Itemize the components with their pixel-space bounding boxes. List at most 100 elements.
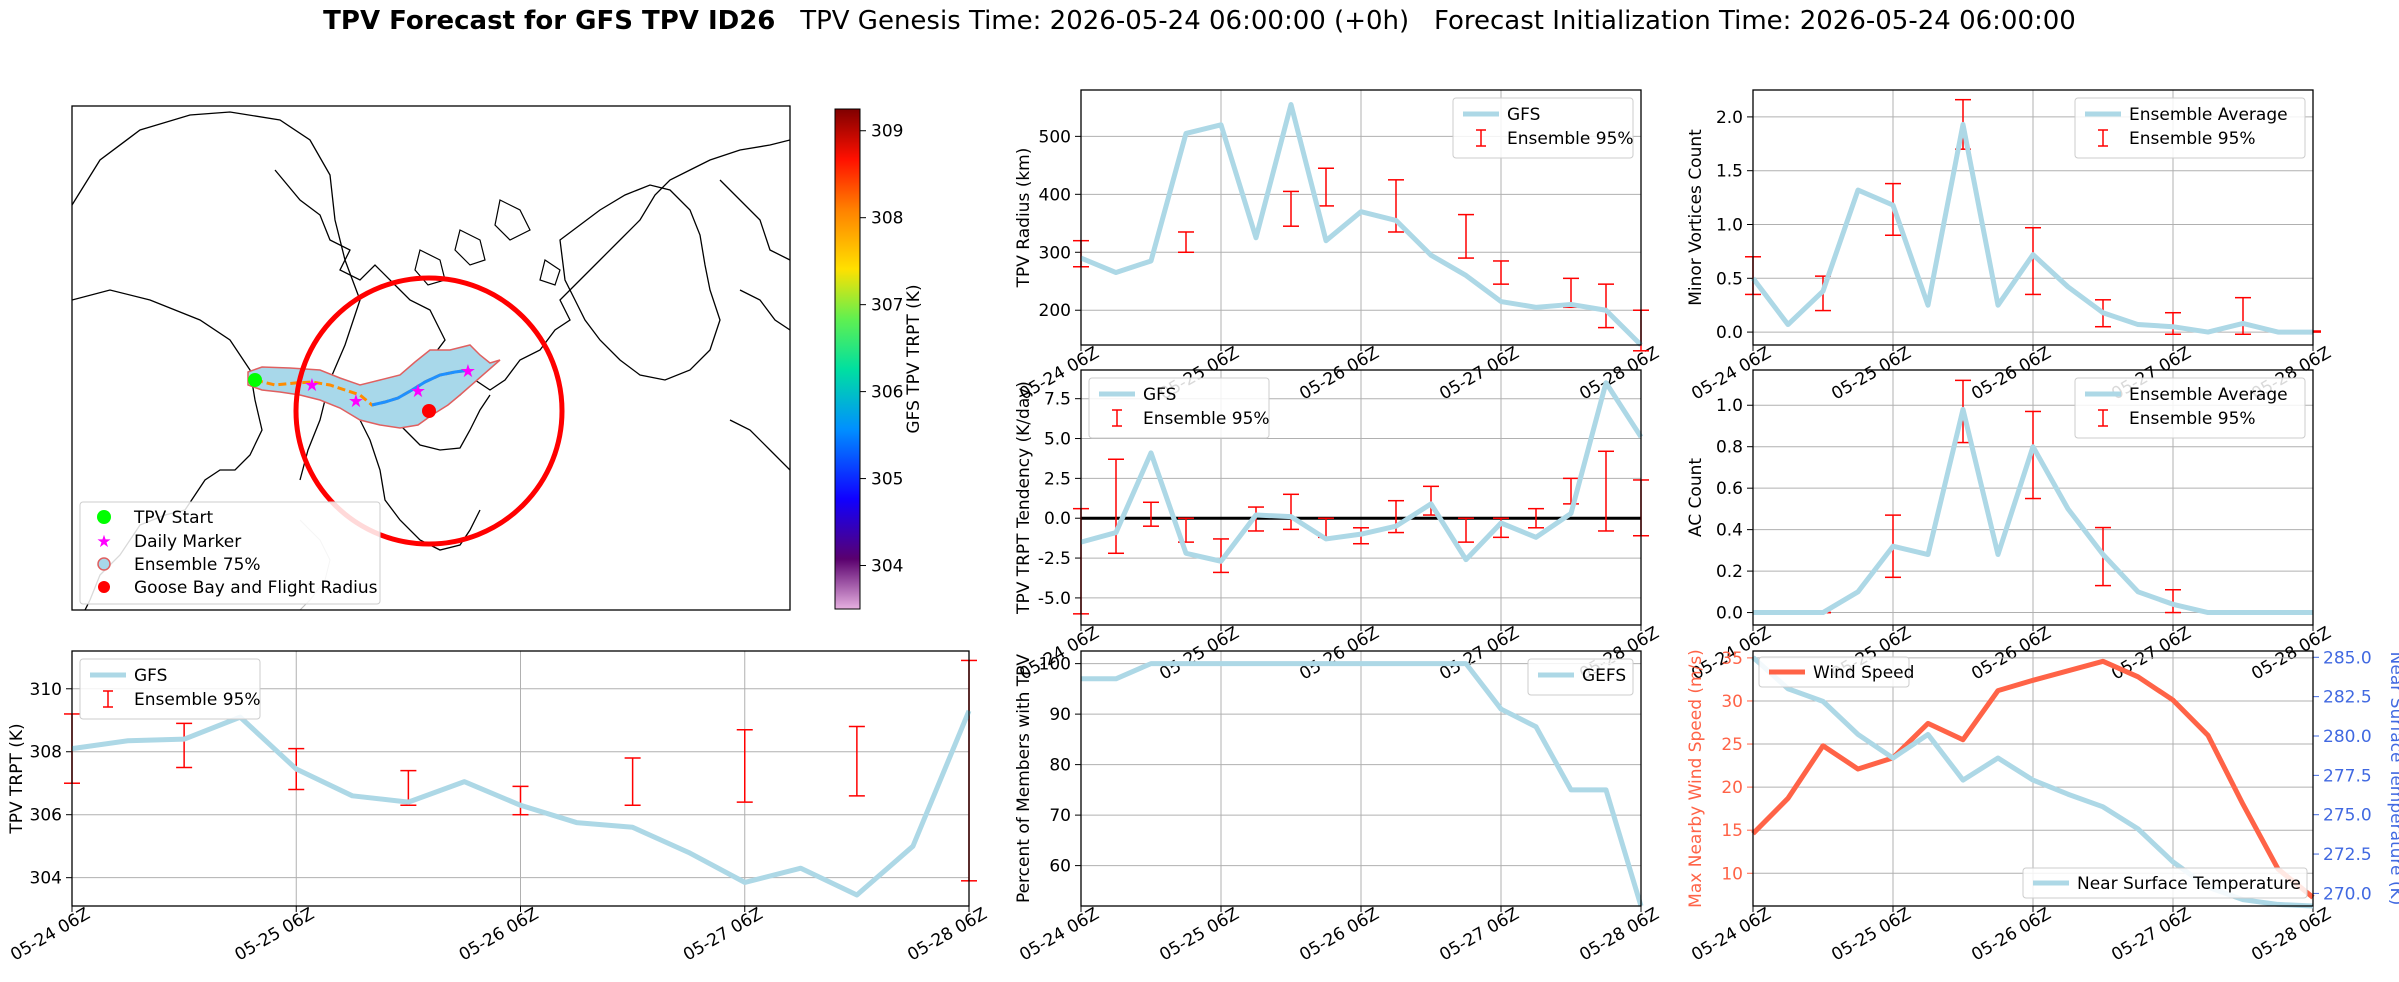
map-frame [71,105,791,611]
y-tick-label: 0.8 [1716,438,1743,458]
legend-ensemble-icon [97,557,111,571]
colorbar-tick-label: 305 [871,470,903,490]
y-axis-label: AC Count [1686,458,1706,537]
chart-ac: 05-24 06Z 05-25 06Z 05-26 06Z 05-27 06Z 05-2… [1686,369,2335,684]
legend-label: Near Surface Temperature [2077,874,2301,894]
figure-title: TPV Forecast for GFS TPV ID26 TPV Genesi… [0,6,2399,36]
y-tick-label: 100 [1039,655,1071,675]
colorbar-ticks: 304 305 306 307 308 309 [860,122,903,577]
y-tick-label: 1.0 [1716,396,1743,416]
legend: GEFS [1527,658,1634,696]
chart-percent: 05-24 06Z 05-25 06Z 05-26 06Z 05-27 06Z 05-2… [1014,650,1663,965]
x-tick-label: 05-25 06Z [1156,623,1242,684]
y-axis-label: Minor Vortices Count [1686,129,1706,306]
colorbar-tick-label: 306 [871,383,903,403]
map-legend: TPV Start ★ Daily Marker Ensemble 75% Go… [79,501,381,605]
legend-daily-label: Daily Marker [134,532,241,552]
legend-box [1452,97,1634,159]
legend-box [2074,97,2306,159]
legend-start-icon [97,510,111,524]
legend-label: Ensemble 95% [2129,129,2256,149]
x-tick-label: 05-27 06Z [2108,623,2194,684]
figure-title-genesis: TPV Genesis Time: 2026-05-24 06:00:00 (+… [800,6,1410,36]
x-tick-label: 05-28 06Z [1576,343,1662,404]
legend-start-label: TPV Start [133,508,214,528]
x-tick-label: 05-27 06Z [680,904,766,965]
series-line [71,709,972,898]
y-axis-label: Max Nearby Wind Speed (m/s) [1686,649,1706,908]
y-tick-label: 0.4 [1716,521,1743,541]
legend-goosebay-label: Goose Bay and Flight Radius [134,578,378,598]
y-tick-label: 5.0 [1044,430,1071,450]
series-line-wind-speed [1751,658,2315,900]
y-tick-label: 15 [1721,821,1743,841]
x-tick-label: 05-27 06Z [1436,343,1522,404]
series-line [1081,661,1644,907]
y-axis-label: TPV TRPT Tendency (K/day) [1014,381,1034,615]
coastline-greenland [559,184,721,381]
y-tick-label: 2.0 [1716,108,1743,128]
x-tick-label: 05-27 06Z [1436,623,1522,684]
x-tick-label: 05-28 06Z [2248,904,2334,965]
x-tick-label: 05-26 06Z [456,904,542,965]
daily-marker-1: ★ [304,375,320,396]
legend-label: GEFS [1582,666,1626,686]
y2-tick-label: 285.0 [2323,648,2372,668]
tpv-track-cool [371,368,471,407]
legend: Ensemble Average Ensemble 95% [2074,377,2306,439]
y-tick-label: 200 [1039,301,1071,321]
y-tick-label: 80 [1049,756,1071,776]
plot-frame [1752,369,2314,626]
y-tick-label: 60 [1049,857,1071,877]
y2-tick-label: 275.0 [2323,806,2372,826]
plot-frame [1080,369,1642,626]
legend-label: GFS [1507,105,1540,125]
y2-tick-label: 282.5 [2323,688,2372,708]
x-tick-label: 05-24 06Z [1016,904,1102,965]
y-tick-label: 7.5 [1044,390,1071,410]
legend-box [1088,377,1270,439]
y-tick-label: -5.0 [1038,589,1071,609]
tpv-start-marker [248,373,262,387]
x-tick-label: 05-27 06Z [2108,904,2194,965]
coastline-europe [719,179,790,471]
legend-box [2022,867,2308,899]
y-tick-label: 25 [1721,735,1743,755]
colorbar-gradient [834,108,861,610]
chart-wind_temp: 05-24 06Z 05-25 06Z 05-26 06Z 05-27 06Z 05-2… [1686,648,2399,965]
legend-label: GFS [134,666,167,686]
y2-tick-label: 280.0 [2323,727,2372,747]
y-tick-label: 1.0 [1716,215,1743,235]
legend-box [79,658,261,720]
y-tick-label: 0.5 [1716,269,1743,289]
x-tick-label: 05-25 06Z [232,904,318,965]
y-tick-label: 0.0 [1716,604,1743,624]
legend-label: Ensemble 95% [1507,129,1634,149]
coastline-arctic [72,111,361,481]
y-tick-label: 0.2 [1716,562,1743,582]
colorbar-tick-label: 304 [871,557,903,577]
map-panel: ★ ★ ★ ★ TPV Start ★ Daily Marker Ensembl… [71,105,924,611]
y-tick-label: 500 [1039,127,1071,147]
x-tick-label: 05-25 06Z [1156,904,1242,965]
y-tick-label: -2.5 [1038,549,1071,569]
y2-tick-label: 272.5 [2323,845,2372,865]
daily-marker-2: ★ [348,391,364,412]
legend-daily-icon: ★ [96,532,111,552]
y-axis-label: TPV Radius (km) [1014,148,1034,289]
x-tick-label: 05-26 06Z [1968,343,2054,404]
y-tick-label: 400 [1039,185,1071,205]
legend: GFS Ensemble 95% [79,658,261,720]
y-tick-label: 300 [1039,243,1071,263]
plot-frame [1080,89,1642,346]
map-content: ★ ★ ★ ★ [72,111,790,610]
ensemble-75-region [247,344,501,429]
legend: GFS Ensemble 95% [1452,97,1634,159]
chart-radius: 05-24 06Z 05-25 06Z 05-26 06Z 05-27 06Z 05-2… [1014,89,1663,404]
plot-frame [1080,650,1642,907]
y-tick-label: 308 [30,743,62,763]
colorbar: 304 305 306 307 308 309 GFS TPV TRPT (K) [834,108,924,610]
chart-trpt: 05-24 06Z 05-25 06Z 05-26 06Z 05-27 06Z 05-2… [7,650,991,965]
x-tick-label: 05-26 06Z [1296,623,1382,684]
figure-title-bold: TPV Forecast for GFS TPV ID26 [323,6,776,36]
